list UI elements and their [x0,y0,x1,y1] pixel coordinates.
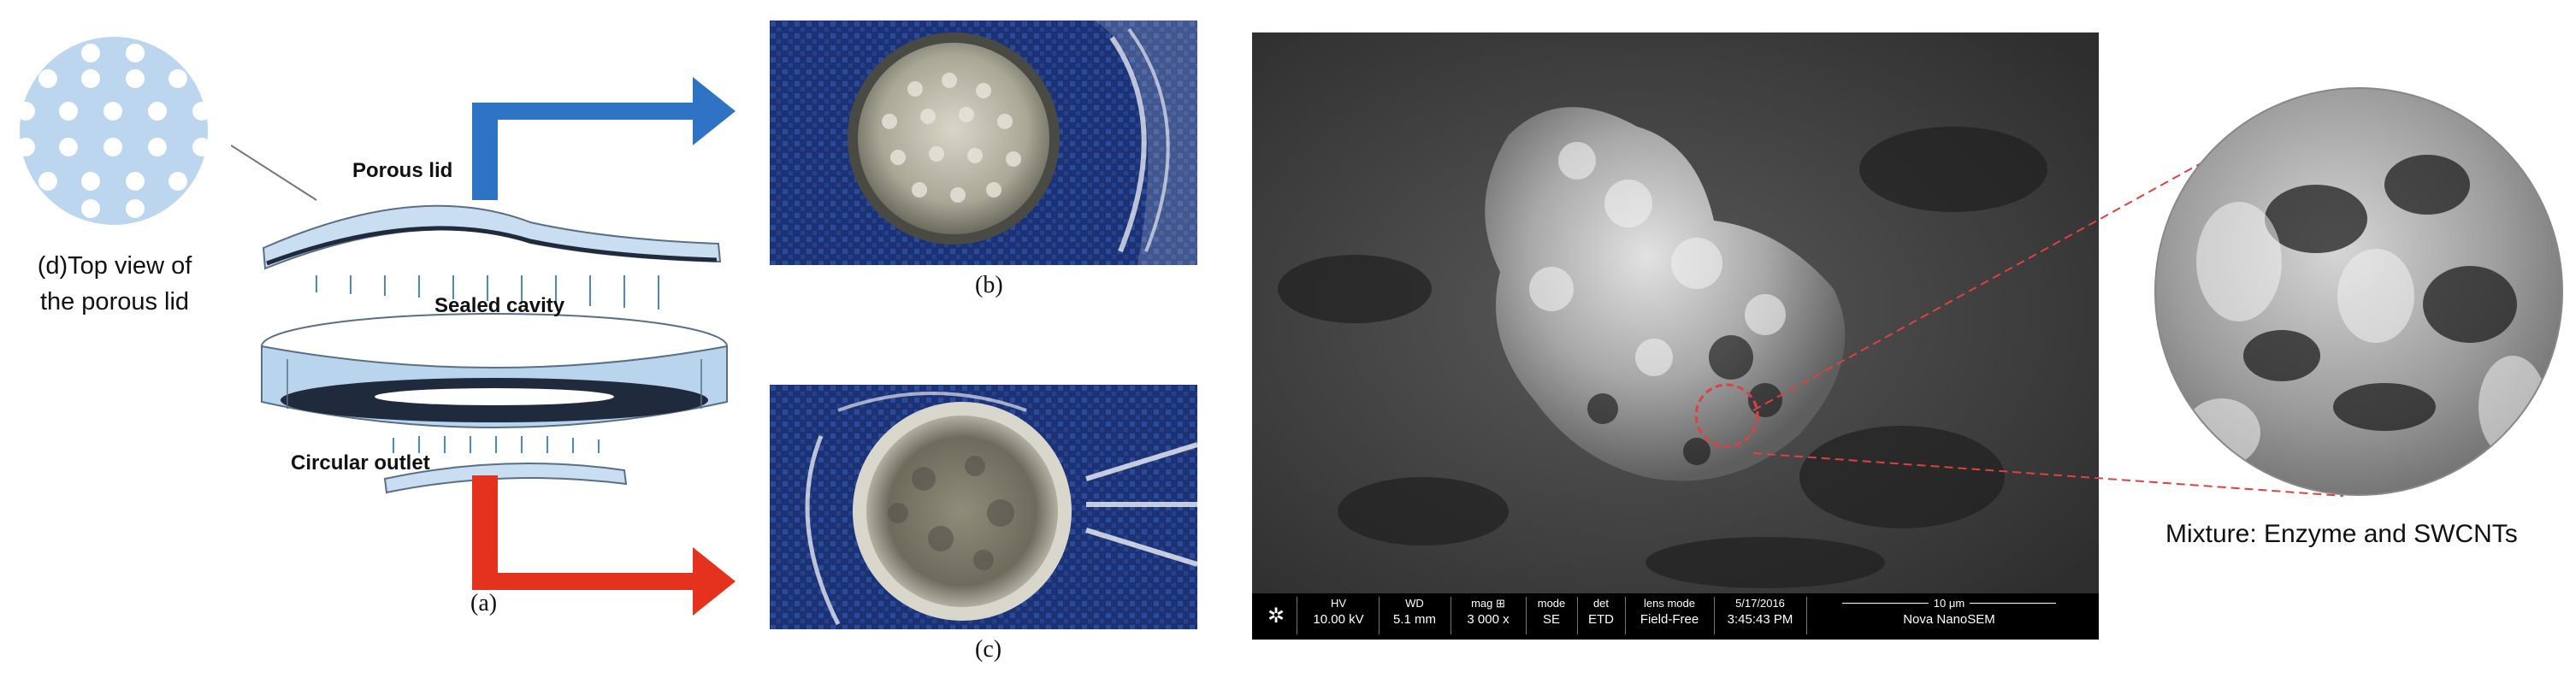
sem-det: det ETD [1588,597,1614,627]
sem-scale: 10 μm Nova NanoSEM [1808,596,2090,629]
sem-scale-label: 10 μm [1928,597,1970,610]
sem-mode: mode SE [1537,597,1566,627]
sem-datetime: 5/17/2016 3:45:43 PM [1727,597,1793,627]
sem-info-bar: ✲ HV 10.00 kV WD 5.1 mm mag ⊞ 3 000 x mo… [1252,593,2099,640]
label-sealed-cavity: Sealed cavity [434,294,565,317]
blue-arrow [472,77,736,200]
top-view-caption: (d)Top view of the porous lid [21,248,209,320]
porous-lid-shape [262,204,722,270]
lid-holes [16,44,211,218]
photo-c [770,385,1197,629]
top-view-caption-line1: (d)Top view of [37,252,192,280]
zoom-region-marker [1694,383,1759,448]
red-arrow [472,475,736,616]
device-diagram [248,51,744,650]
porous-lid-top-view [7,34,221,231]
circular-outlet-shape [383,463,628,494]
label-c: (c) [975,636,1002,663]
zoom-caption: Mixture: Enzyme and SWCNTs [2165,520,2518,548]
photo-b [770,21,1197,265]
top-view-caption-line2: the porous lid [39,288,190,315]
sem-logo-icon: ✲ [1267,604,1285,628]
leader-line [231,144,317,201]
sem-wd: WD 5.1 mm [1392,597,1436,627]
sem-lens-mode: lens mode Field-Free [1640,597,1699,627]
sem-hv: HV 10.00 kV [1313,597,1364,627]
zoom-connector [1752,93,2344,497]
label-b: (b) [975,272,1003,298]
lid-disk [20,37,208,225]
label-porous-lid: Porous lid [352,159,453,182]
label-a: (a) [470,590,498,616]
sem-image: ✲ HV 10.00 kV WD 5.1 mm mag ⊞ 3 000 x mo… [1252,32,2099,640]
zoom-circle [2145,82,2576,501]
sem-instrument: Nova NanoSEM [1903,612,1995,627]
sem-mag: mag ⊞ 3 000 x [1467,597,1510,627]
label-circular-outlet: Circular outlet [291,451,430,475]
